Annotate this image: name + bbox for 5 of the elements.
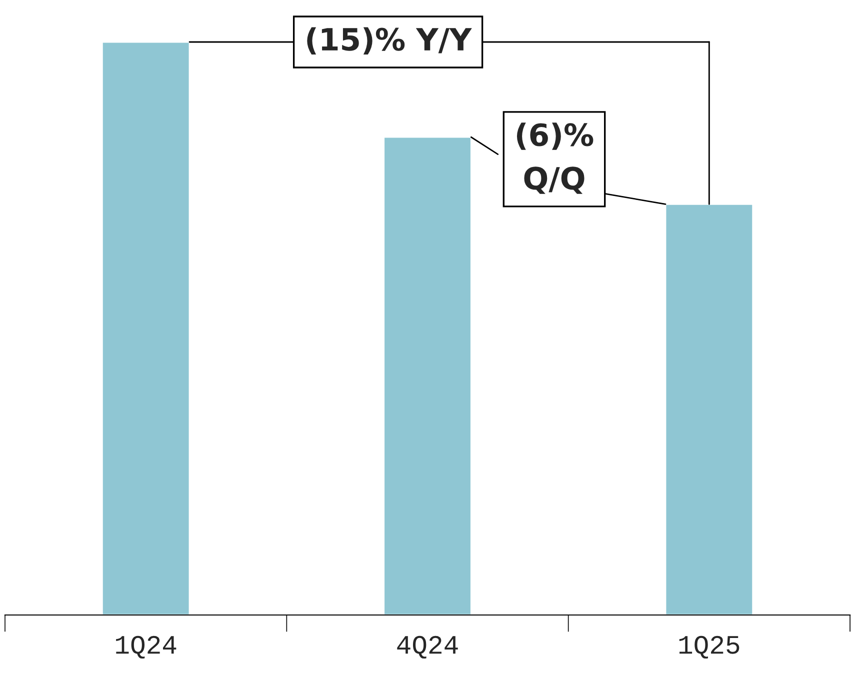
x-tick-label: 4Q24 xyxy=(397,636,458,659)
x-tick-label: 1Q25 xyxy=(679,636,740,659)
annotation: (15)% Y/Y xyxy=(307,27,472,54)
x-tick-label: 1Q24 xyxy=(116,636,176,659)
annotation: (6)% Q/Q xyxy=(516,122,594,194)
